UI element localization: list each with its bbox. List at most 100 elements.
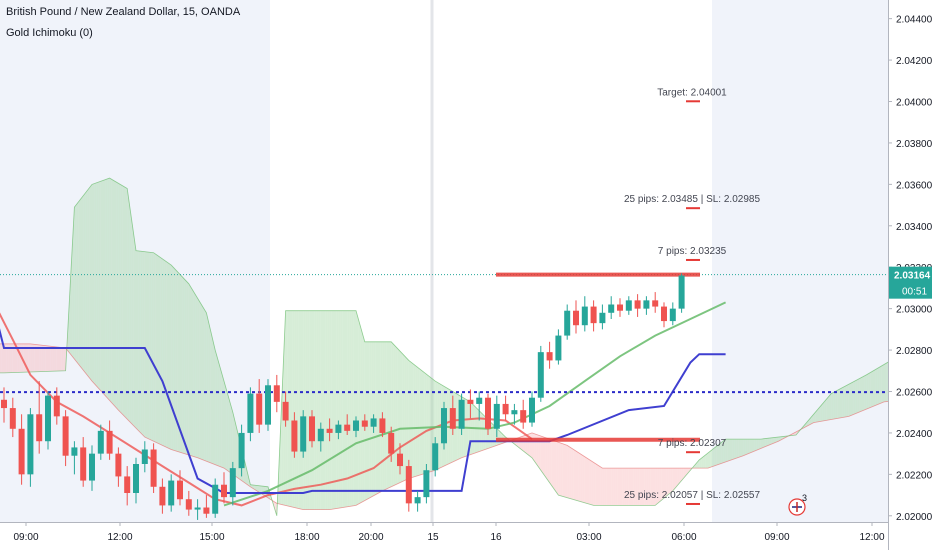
candle-body [133, 464, 139, 493]
price-tick-label: 2.02200 [896, 470, 932, 481]
cloud-segment [835, 390, 838, 419]
candle-body [309, 416, 315, 442]
cloud-segment [177, 272, 180, 453]
cloud-segment [881, 364, 884, 403]
cloud-segment [538, 435, 541, 471]
cloud-segment [820, 403, 823, 422]
candle-body [1, 399, 7, 409]
cloud-segment [560, 443, 563, 497]
cloud-segment [45, 345, 48, 372]
cloud-segment [815, 409, 818, 423]
cloud-segment [424, 372, 427, 474]
candle-body [177, 480, 183, 500]
cloud-segment [721, 440, 724, 464]
candle-body [661, 306, 667, 322]
cloud-segment [279, 413, 282, 505]
cloud-segment [593, 462, 596, 506]
price-axis: 2.04400 2.04200 2.04000 2.03800 2.03600 2.034… [888, 0, 932, 550]
candle-body [282, 401, 289, 421]
candle-body [97, 430, 104, 454]
cloud-segment [125, 187, 128, 420]
candle-body [185, 499, 192, 510]
cloud-segment [734, 439, 737, 459]
candle-body [432, 443, 439, 471]
time-tick-label: 20:00 [358, 532, 383, 543]
cloud-segment [331, 310, 334, 510]
cloud-segment [879, 365, 882, 404]
candle-body [573, 310, 579, 326]
cloud-segment [191, 287, 194, 457]
cloud-segment [160, 257, 163, 446]
candle-body [317, 428, 324, 442]
cloud-segment [554, 440, 557, 492]
cloud-segment [580, 453, 583, 503]
cloud-segment [543, 436, 546, 477]
candle-body [194, 507, 201, 510]
candle-body [273, 385, 280, 402]
cloud-segment [314, 310, 317, 510]
cloud-segment [334, 310, 337, 509]
cloud-segment [353, 310, 356, 506]
cloud-segment [675, 468, 678, 489]
cloud-segment [831, 392, 834, 420]
indicator-legend[interactable]: Gold Ichimoku (0) [6, 27, 93, 39]
candle-body [229, 468, 236, 498]
cloud-segment [48, 345, 51, 372]
candle-body [344, 424, 351, 431]
cloud-segment [340, 310, 343, 508]
cloud-segment [375, 341, 378, 495]
price-tick-label: 2.02000 [896, 512, 932, 523]
cloud-segment [257, 485, 260, 493]
cloud-segment [228, 396, 231, 473]
cloud-segment [158, 255, 161, 445]
time-axis: 09:00 12:00 15:00 18:00 20:00 15 16 03:00 06:00 0… [0, 522, 888, 550]
cloud-segment [716, 444, 719, 466]
cloud-segment [15, 343, 18, 373]
cloud-segment [855, 379, 858, 414]
cloud-segment [169, 263, 172, 450]
cloud-segment [413, 363, 416, 478]
cloud-segment [208, 322, 211, 463]
candle-body [669, 308, 676, 322]
cloud-segment [391, 341, 394, 487]
cloud-segment [301, 310, 304, 510]
cloud-segment [551, 439, 554, 489]
cloud-segment [28, 343, 31, 373]
cloud-segment [474, 406, 477, 454]
annotation-25-pips-up: 25 pips: 2.03485 | SL: 2.02985 [624, 194, 760, 205]
cloud-segment [664, 468, 667, 499]
cloud-segment [92, 183, 95, 384]
cloud-segment [415, 365, 418, 477]
candle-body [388, 432, 395, 454]
cloud-segment [215, 350, 218, 466]
cloud-segment [105, 178, 108, 399]
cloud-segment [745, 439, 748, 455]
cloud-segment [142, 251, 145, 438]
annotation-7-pips-down: 7 pips: 2.02307 [658, 438, 727, 449]
cloud-segment [296, 310, 299, 509]
cloud-segment [186, 281, 189, 456]
cloud-segment [595, 463, 598, 506]
cloud-segment [336, 310, 339, 509]
cloud-segment [173, 267, 176, 451]
cloud-segment [78, 198, 81, 368]
cloud-segment [250, 484, 253, 489]
cloud-segment [298, 310, 301, 510]
cloud-segment [195, 294, 198, 458]
candle-body [441, 408, 447, 444]
cloud-segment [754, 439, 757, 452]
candle-body [370, 418, 377, 427]
cloud-segment [884, 363, 887, 402]
cloud-segment [400, 351, 403, 483]
cloud-segment [103, 179, 106, 396]
candle-body [106, 430, 113, 454]
cloud-segment [873, 369, 876, 407]
cloud-segment [8, 343, 11, 373]
cloud-segment [600, 466, 603, 506]
candle-body [405, 466, 412, 504]
cloud-segment [428, 375, 431, 473]
time-tick-label: 18:00 [294, 532, 319, 543]
cloud-segment [642, 468, 645, 506]
cloud-segment [120, 184, 123, 415]
